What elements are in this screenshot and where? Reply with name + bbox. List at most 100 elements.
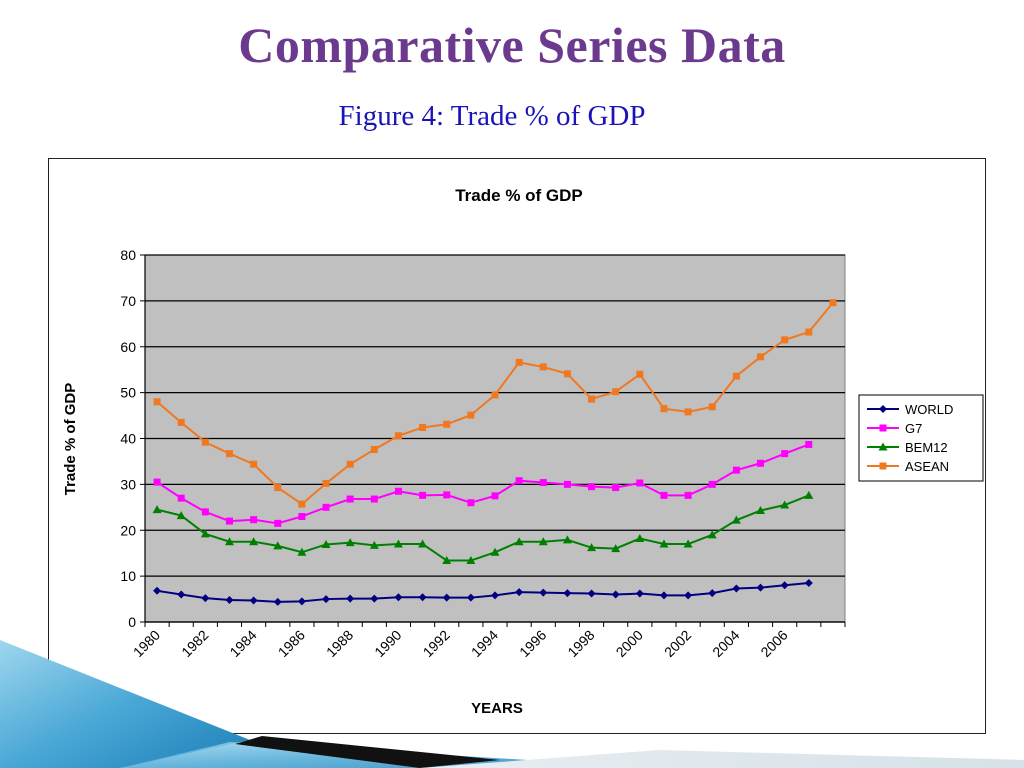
y-tick-label: 10 bbox=[120, 568, 136, 584]
series-g7-point bbox=[757, 459, 765, 467]
series-bem12-point bbox=[152, 505, 162, 514]
series-asean-point bbox=[443, 420, 451, 428]
series-g7-point bbox=[225, 517, 233, 525]
series-bem12-point bbox=[587, 543, 597, 552]
series-g7-point bbox=[250, 516, 258, 524]
series-g7-point bbox=[684, 491, 692, 499]
series-world-point bbox=[587, 589, 596, 598]
y-tick-label: 0 bbox=[128, 614, 136, 630]
series-world-point bbox=[804, 579, 813, 588]
series-bem12-point bbox=[731, 515, 741, 524]
series-bem12-point bbox=[224, 537, 234, 546]
series-world-point bbox=[491, 591, 499, 600]
series-world-point bbox=[466, 593, 475, 602]
series-world-point bbox=[249, 596, 258, 605]
series-g7-point bbox=[491, 492, 499, 500]
slide-decoration bbox=[0, 640, 1024, 768]
y-tick-label: 80 bbox=[120, 247, 136, 263]
series-bem12-point bbox=[659, 539, 669, 548]
series-world-point bbox=[611, 590, 620, 599]
series-asean-point bbox=[394, 432, 402, 440]
x-axis-label: YEARS bbox=[471, 700, 523, 717]
series-world-point bbox=[684, 591, 693, 600]
legend-world-marker bbox=[879, 405, 887, 413]
series-asean-point bbox=[684, 408, 692, 416]
series-bem12-point bbox=[321, 539, 331, 548]
series-asean-point bbox=[588, 395, 596, 403]
series-bem12-point bbox=[249, 537, 259, 546]
series-g7-point bbox=[346, 495, 354, 503]
series-world-point bbox=[563, 589, 572, 598]
series-world-point bbox=[346, 594, 355, 603]
series-world-point bbox=[732, 584, 741, 593]
series-bem12-point bbox=[418, 539, 428, 548]
series-asean-point bbox=[732, 372, 740, 380]
series-asean-point bbox=[539, 363, 547, 371]
series-g7-point bbox=[394, 487, 402, 495]
series-g7-point bbox=[515, 477, 523, 485]
series-g7-point bbox=[370, 495, 378, 503]
series-g7-point bbox=[443, 491, 451, 499]
legend-g7-label: G7 bbox=[905, 421, 922, 436]
legend-g7-marker bbox=[879, 424, 887, 432]
series-bem12-line bbox=[156, 494, 810, 562]
slide-subtitle: Figure 4: Trade % of GDP bbox=[338, 100, 646, 132]
series-g7-point bbox=[177, 494, 185, 502]
y-tick-label: 50 bbox=[120, 385, 136, 401]
series-world-point bbox=[539, 588, 548, 597]
series-bem12-point bbox=[756, 506, 766, 515]
series-g7-point bbox=[539, 479, 547, 487]
legend-bem12-marker bbox=[878, 442, 888, 451]
series-asean-point bbox=[370, 446, 378, 454]
series-world-point bbox=[370, 594, 379, 603]
series-world-point bbox=[515, 588, 524, 597]
series-world-point bbox=[201, 594, 210, 603]
series-bem12-point bbox=[297, 547, 307, 556]
series-asean-point bbox=[612, 388, 620, 396]
series-asean-point bbox=[563, 370, 571, 378]
legend-world-label: WORLD bbox=[905, 402, 953, 417]
series-world-point bbox=[635, 589, 644, 598]
series-g7-point bbox=[732, 466, 740, 474]
y-tick-label: 60 bbox=[120, 339, 136, 355]
series-asean-point bbox=[781, 336, 789, 344]
series-bem12-point bbox=[442, 556, 452, 565]
series-bem12-point bbox=[635, 534, 645, 543]
series-bem12-point bbox=[514, 537, 524, 546]
chart-title: Trade % of GDP bbox=[455, 186, 583, 205]
y-tick-label: 70 bbox=[120, 293, 136, 309]
series-asean-point bbox=[805, 328, 813, 336]
series-bem12-point bbox=[369, 540, 379, 549]
legend-bem12-label: BEM12 bbox=[905, 440, 948, 455]
series-asean-point bbox=[225, 450, 233, 458]
series-asean-point bbox=[467, 411, 475, 419]
series-asean-point bbox=[298, 500, 306, 508]
series-bem12-point bbox=[562, 535, 572, 544]
series-bem12-point bbox=[707, 530, 717, 539]
series-bem12-point bbox=[176, 511, 186, 520]
series-world-point bbox=[708, 589, 717, 598]
series-asean-point bbox=[829, 299, 837, 307]
series-world-point bbox=[177, 590, 186, 599]
series-g7-point bbox=[274, 519, 282, 527]
series-bem12-point bbox=[490, 547, 500, 556]
series-g7-point bbox=[612, 484, 620, 492]
series-asean-point bbox=[708, 403, 716, 411]
series-bem12-point bbox=[273, 541, 283, 550]
series-world-point bbox=[153, 586, 162, 595]
y-tick-label: 20 bbox=[120, 522, 136, 538]
series-g7-point bbox=[588, 483, 596, 491]
series-g7-point bbox=[781, 450, 789, 458]
y-tick-label: 30 bbox=[120, 476, 136, 492]
series-bem12-point bbox=[538, 537, 548, 546]
series-g7-point bbox=[298, 512, 306, 520]
series-g7-point bbox=[201, 508, 209, 516]
series-bem12-point bbox=[804, 490, 814, 499]
series-bem12-point bbox=[780, 500, 790, 509]
series-bem12-point bbox=[393, 539, 403, 548]
series-world-point bbox=[225, 595, 234, 604]
series-g7-point bbox=[419, 491, 427, 499]
series-world-point bbox=[659, 591, 668, 600]
chart-frame: 0 10 20 30 40 50 60 70 80 1980 1982 1984 1986 1988 199… bbox=[48, 158, 986, 734]
